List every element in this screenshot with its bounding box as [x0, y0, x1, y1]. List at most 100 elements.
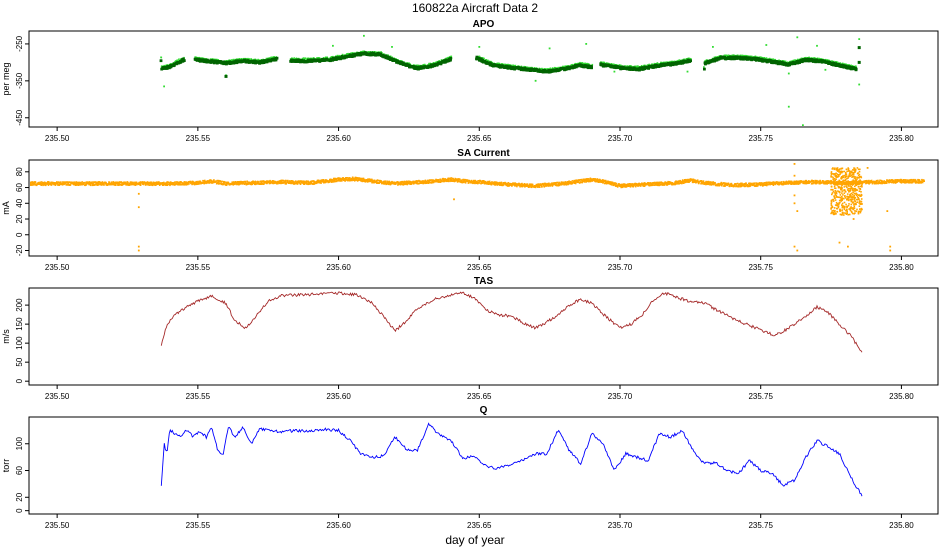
data-point — [610, 63, 613, 65]
data-point — [107, 183, 110, 186]
data-point — [145, 183, 147, 186]
data-point — [51, 182, 54, 185]
data-point — [95, 183, 97, 186]
data-point — [275, 182, 278, 185]
data-point — [231, 59, 233, 61]
data-point — [507, 64, 510, 66]
data-point — [651, 63, 653, 66]
data-point — [56, 181, 58, 183]
data-point — [605, 62, 608, 65]
data-point — [640, 65, 643, 67]
data-point — [82, 183, 85, 185]
data-point — [45, 182, 47, 184]
data-point — [103, 184, 105, 186]
data-point — [140, 184, 142, 186]
data-point — [62, 183, 64, 186]
data-point — [816, 57, 819, 60]
data-point — [262, 180, 265, 182]
data-point — [854, 67, 858, 71]
data-point — [727, 54, 730, 57]
data-point — [319, 57, 321, 60]
data-point — [75, 183, 78, 185]
data-point — [114, 183, 117, 186]
data-point — [46, 182, 49, 185]
data-point — [169, 184, 171, 187]
data-point — [150, 184, 153, 186]
data-point — [85, 183, 88, 186]
data-point — [83, 184, 86, 186]
data-point — [101, 181, 104, 183]
data-point — [54, 182, 56, 184]
data-point — [449, 58, 452, 62]
data-point — [206, 58, 209, 62]
data-point — [116, 184, 119, 186]
data-point — [549, 67, 552, 70]
data-point — [293, 57, 295, 59]
y-tick-label: 40 — [15, 198, 24, 207]
data-point — [380, 51, 382, 53]
plot-area — [159, 34, 861, 126]
data-point — [313, 57, 315, 59]
data-point — [268, 182, 271, 185]
outlier-point — [858, 38, 861, 40]
data-point — [39, 182, 41, 185]
data-point — [108, 181, 110, 183]
data-point — [150, 182, 153, 184]
data-point — [215, 58, 217, 61]
y-tick-label: -350 — [15, 72, 24, 89]
data-point — [406, 62, 408, 64]
data-point — [716, 56, 719, 58]
data-point — [230, 183, 232, 185]
data-point — [34, 183, 37, 186]
data-point — [855, 66, 857, 68]
data-point — [65, 182, 67, 184]
data-point — [129, 184, 131, 186]
data-point — [73, 182, 76, 185]
data-point — [217, 180, 219, 182]
data-point — [739, 54, 742, 57]
data-point — [245, 182, 247, 185]
data-point — [295, 57, 298, 60]
data-point — [224, 183, 226, 186]
data-point — [210, 179, 213, 182]
data-point — [92, 184, 94, 186]
data-point — [55, 182, 58, 185]
data-point — [235, 181, 238, 184]
data-point — [163, 183, 166, 186]
data-point — [287, 179, 289, 182]
data-point — [98, 181, 101, 183]
data-point — [754, 55, 756, 58]
data-point — [218, 179, 220, 182]
data-point — [190, 182, 192, 185]
data-point — [220, 182, 223, 185]
data-point — [120, 181, 123, 184]
data-point — [246, 180, 248, 183]
data-point — [237, 58, 240, 61]
data-point — [483, 57, 485, 60]
data-point — [130, 181, 132, 183]
data-point — [232, 183, 234, 185]
data-series — [160, 34, 861, 126]
data-point — [205, 181, 207, 183]
data-point — [246, 182, 249, 184]
data-point — [188, 183, 190, 185]
x-tick-label: 235.65 — [467, 134, 492, 143]
data-point — [683, 58, 686, 61]
data-point — [636, 65, 638, 68]
data-point — [42, 184, 44, 187]
data-point — [291, 57, 293, 60]
y-tick-label: -250 — [15, 35, 24, 52]
data-point — [642, 64, 645, 67]
data-point — [258, 61, 262, 65]
data-point — [161, 183, 163, 186]
data-point — [198, 182, 200, 184]
data-point — [637, 66, 639, 69]
data-point — [122, 183, 125, 186]
data-point — [278, 182, 281, 185]
data-point — [126, 181, 129, 183]
data-point — [725, 54, 728, 57]
outlier-point — [585, 43, 588, 45]
data-point — [158, 184, 161, 186]
x-tick-label: 235.60 — [326, 134, 351, 143]
